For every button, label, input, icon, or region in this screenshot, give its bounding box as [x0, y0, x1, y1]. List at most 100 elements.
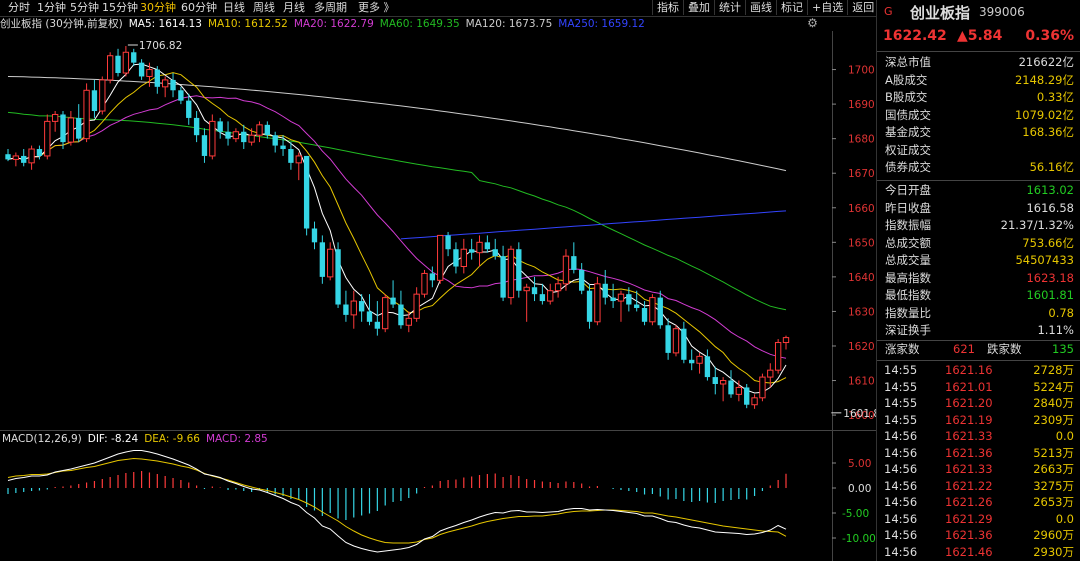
stat-row: 国债成交 1079.02亿 [877, 107, 1080, 124]
y-tick-label: 1630 [848, 306, 875, 318]
tick-volume: 2728万 [1033, 363, 1074, 377]
candle-body [390, 297, 396, 305]
tick-time: 14:56 [884, 445, 918, 460]
timeframe-tab-6[interactable]: 日线 [223, 1, 245, 14]
toolbar-button-2[interactable]: 统计 [714, 0, 745, 15]
tick-row[interactable]: 14:56 1621.26 2653万 [877, 494, 1080, 511]
candle-body [562, 255, 570, 285]
candle-body [67, 117, 75, 143]
ma20-line [7, 95, 787, 359]
toolbar-button-0[interactable]: 指标 [652, 0, 683, 15]
candle-body [751, 397, 758, 406]
candle-body [681, 328, 687, 360]
stat-label: 最高指数 [885, 270, 931, 285]
stat-label: 最低指数 [885, 288, 931, 302]
timeframe-tab-7[interactable]: 周线 [253, 1, 275, 14]
candle-body [288, 149, 294, 163]
stat-value: 56.16亿 [1029, 160, 1074, 174]
timeframe-tab-3[interactable]: 15分钟 [102, 1, 138, 14]
tick-time: 14:55 [884, 363, 918, 377]
candle-body [51, 113, 59, 122]
stat-value: 54507433 [1015, 253, 1074, 267]
candle-body [154, 69, 160, 87]
macd-legend-item: MACD: 2.85 [205, 433, 268, 445]
timeframe-tab-10[interactable]: 更多 》 [358, 1, 395, 14]
up-count: 621 [953, 342, 975, 356]
tick-row[interactable]: 14:56 1621.22 3275万 [877, 478, 1080, 495]
candle-body [429, 273, 436, 281]
tick-volume: 0.0 [1055, 511, 1074, 526]
candle-body [146, 69, 153, 77]
toolbar-button-6[interactable]: 返回 [847, 0, 878, 15]
tick-row[interactable]: 14:56 1621.46 2930万 [877, 544, 1080, 561]
tick-time: 14:56 [884, 528, 918, 542]
candle-body [704, 356, 711, 378]
timeframe-tab-9[interactable]: 多周期 [314, 1, 347, 14]
stat-value: 1079.02亿 [1014, 107, 1074, 122]
tick-row[interactable]: 14:56 1621.33 0.0 [877, 428, 1080, 445]
tick-volume: 3275万 [1033, 478, 1074, 493]
tick-volume: 5213万 [1033, 445, 1074, 460]
timeframe-tab-4[interactable]: 30分钟 [140, 1, 176, 14]
stat-label: A股成交 [885, 72, 928, 87]
market-flag-icon: G [884, 5, 893, 18]
divider [877, 360, 1080, 361]
candle-body [256, 124, 263, 136]
tick-time: 14:56 [884, 544, 918, 559]
timeframe-tab-2[interactable]: 5分钟 [70, 1, 99, 14]
candle-body [99, 79, 106, 112]
tick-volume: 2930万 [1033, 544, 1074, 559]
tick-volume: 5224万 [1033, 379, 1074, 394]
toolbar-button-5[interactable]: +自选 [807, 0, 847, 15]
stat-row: B股成交 0.33亿 [877, 89, 1080, 106]
candle-body [83, 89, 90, 140]
stat-label: 总成交额 [885, 235, 931, 250]
candle-body [665, 325, 671, 353]
tick-price: 1621.36 [945, 445, 993, 460]
tick-row[interactable]: 14:56 1621.36 5213万 [877, 445, 1080, 462]
candle-body [672, 328, 680, 354]
candle-body [626, 294, 632, 305]
tick-row[interactable]: 14:56 1621.33 2663万 [877, 461, 1080, 478]
candle-body [445, 235, 451, 250]
candle-body [657, 297, 663, 326]
toolbar-button-4[interactable]: 标记 [776, 0, 807, 15]
toolbar-button-1[interactable]: 叠加 [683, 0, 714, 15]
candle-body [319, 242, 326, 277]
tick-volume: 2309万 [1033, 412, 1074, 427]
tick-row[interactable]: 14:55 1621.16 2728万 [877, 362, 1080, 379]
index-code: 399006 [979, 5, 1025, 19]
price-chart[interactable]: 1600 1610 1620 1630 1640 1650 1660 1670 1680 1690… [0, 0, 876, 561]
candle-body [232, 131, 240, 140]
candle-body [689, 359, 695, 364]
dif-line [7, 450, 787, 553]
timeframe-tab-0[interactable]: 分时 [8, 1, 30, 14]
stat-label: 昨日收盘 [885, 200, 931, 215]
candle-body [138, 62, 145, 77]
tick-price: 1621.46 [945, 544, 993, 559]
stat-row: 深证换手 1.11% [877, 322, 1080, 339]
timeframe-tab-8[interactable]: 月线 [283, 1, 305, 14]
tick-row[interactable]: 14:55 1621.01 5224万 [877, 379, 1080, 396]
tick-price: 1621.22 [945, 478, 993, 493]
tick-price: 1621.20 [945, 396, 993, 410]
candle-body [579, 269, 585, 291]
tick-row[interactable]: 14:55 1621.19 2309万 [877, 412, 1080, 429]
tick-row[interactable]: 14:56 1621.36 2960万 [877, 527, 1080, 544]
candle-body [492, 249, 498, 257]
timeframe-tab-1[interactable]: 1分钟 [37, 1, 66, 14]
candle-body [767, 369, 774, 378]
candle-body [21, 155, 27, 163]
settings-gear-icon[interactable]: ⚙ [807, 16, 818, 30]
candle-body [76, 117, 82, 139]
tick-row[interactable]: 14:56 1621.29 0.0 [877, 511, 1080, 528]
candle-body [201, 135, 208, 156]
tick-row[interactable]: 14:55 1621.20 2840万 [877, 395, 1080, 412]
toolbar-button-3[interactable]: 画线 [745, 0, 776, 15]
y-tick-label: 1680 [848, 134, 875, 146]
stat-label: 基金成交 [885, 125, 931, 139]
candle-body [744, 387, 750, 405]
timeframe-tab-5[interactable]: 60分钟 [181, 1, 217, 14]
candle-body [248, 134, 255, 143]
candle-body [437, 234, 444, 281]
